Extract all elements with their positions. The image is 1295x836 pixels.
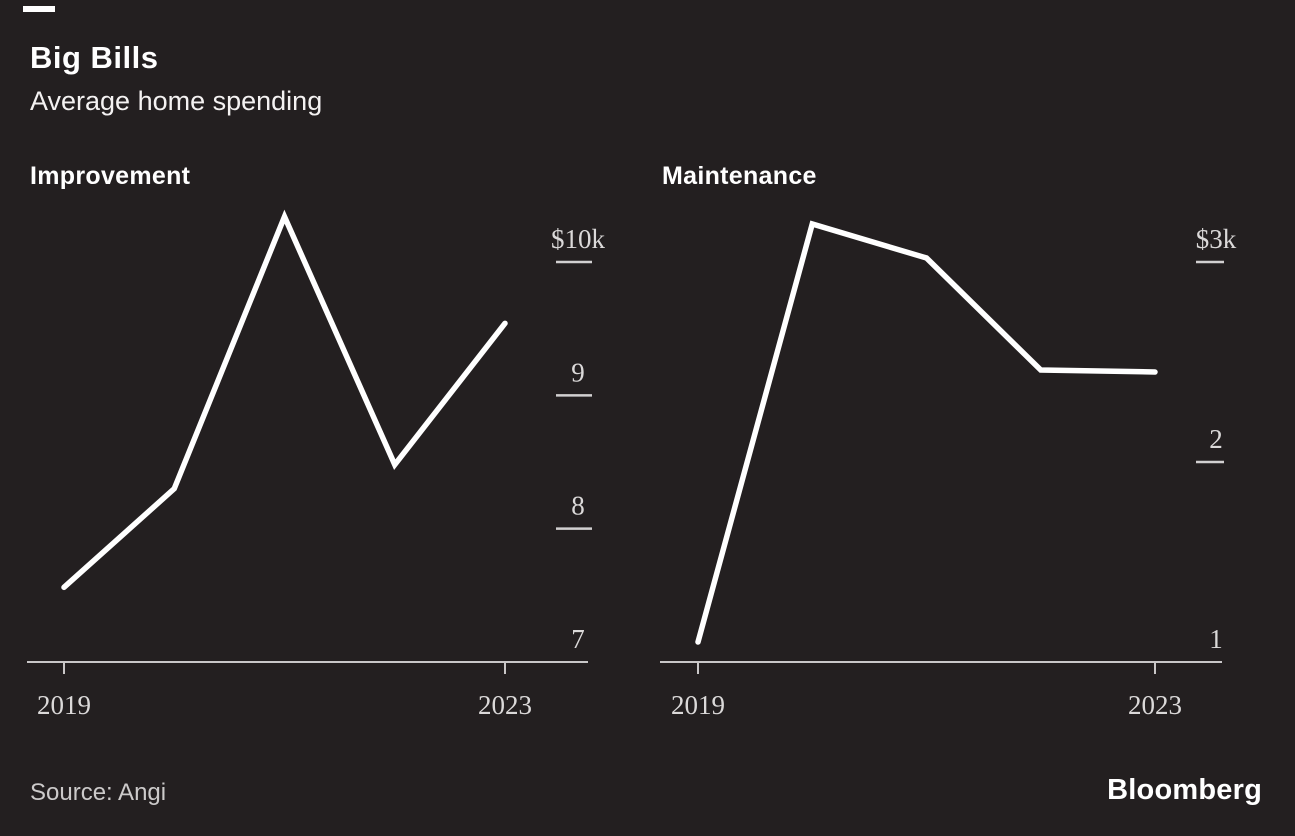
chart-subtitle: Average home spending bbox=[30, 86, 323, 116]
y-tick-label: 8 bbox=[571, 491, 585, 521]
series-line-maintenance bbox=[695, 220, 1158, 645]
x-tick-label: 2023 bbox=[478, 690, 532, 720]
x-tick-label: 2023 bbox=[1128, 690, 1182, 720]
bloomberg-logo: Bloomberg bbox=[1107, 774, 1262, 806]
chart-title: Big Bills bbox=[30, 40, 159, 75]
source-attribution: Source: Angi bbox=[30, 779, 167, 806]
x-tick-label: 2019 bbox=[671, 690, 725, 720]
panel-title-improvement: Improvement bbox=[30, 162, 191, 190]
x-tick-label: 2019 bbox=[37, 690, 91, 720]
y-tick-label: 7 bbox=[571, 624, 585, 654]
y-tick-label: 2 bbox=[1209, 424, 1223, 454]
series-line-improvement bbox=[61, 209, 508, 591]
top-accent-dash bbox=[23, 6, 55, 12]
improvement-chart: 2019 2023 $10k 9 8 7 bbox=[27, 209, 606, 720]
y-tick-label: $3k bbox=[1196, 224, 1237, 254]
y-tick-label: $10k bbox=[551, 224, 606, 254]
y-tick-label: 9 bbox=[571, 357, 585, 387]
y-tick-label: 1 bbox=[1209, 624, 1223, 654]
maintenance-chart: 2019 2023 $3k 2 1 bbox=[660, 220, 1237, 720]
panel-title-maintenance: Maintenance bbox=[662, 162, 817, 190]
